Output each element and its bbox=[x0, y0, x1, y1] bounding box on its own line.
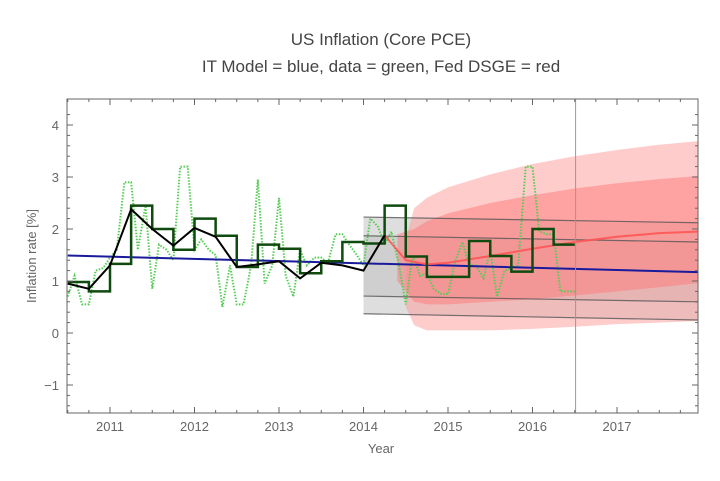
y-tick-label: 4 bbox=[52, 118, 59, 133]
x-tick-label: 2014 bbox=[349, 419, 378, 434]
y-axis-label: Inflation rate [%] bbox=[24, 209, 39, 303]
dsge-line bbox=[383, 230, 698, 266]
y-tick-label: 1 bbox=[52, 274, 59, 289]
x-tick-label: 2015 bbox=[434, 419, 463, 434]
x-tick-label: 2013 bbox=[265, 419, 294, 434]
x-tick-label: 2016 bbox=[518, 419, 547, 434]
y-tick-label: 2 bbox=[52, 222, 59, 237]
x-tick-label: 2011 bbox=[96, 419, 124, 434]
series-layer bbox=[67, 99, 698, 413]
it-model-line bbox=[67, 254, 698, 274]
y-tick-label: −1 bbox=[44, 378, 59, 393]
chart-subtitle: IT Model = blue, data = green, Fed DSGE … bbox=[202, 57, 560, 76]
bands-layer bbox=[363, 141, 698, 331]
y-tick-label: 3 bbox=[52, 170, 59, 185]
plot-frame bbox=[66, 98, 699, 414]
data-quarterly-step bbox=[67, 204, 575, 293]
x-tick-label: 2017 bbox=[603, 419, 632, 434]
it-band-line bbox=[363, 313, 698, 321]
y-tick-label: 0 bbox=[52, 326, 59, 341]
it-band-line bbox=[363, 235, 698, 243]
chart-title: US Inflation (Core PCE) bbox=[291, 30, 471, 49]
it-band-line bbox=[363, 295, 698, 303]
x-tick-label: 2012 bbox=[180, 419, 209, 434]
axes-layer: −1 0 1 2 3 4 2011 2012 2013 2014 2015 2016 2017 bbox=[44, 98, 699, 434]
it-band-line bbox=[363, 216, 698, 224]
data-annual-line bbox=[67, 207, 386, 290]
data-monthly-line bbox=[67, 165, 575, 308]
x-axis-label: Year bbox=[368, 441, 395, 456]
dsge-inner-band bbox=[397, 175, 698, 305]
